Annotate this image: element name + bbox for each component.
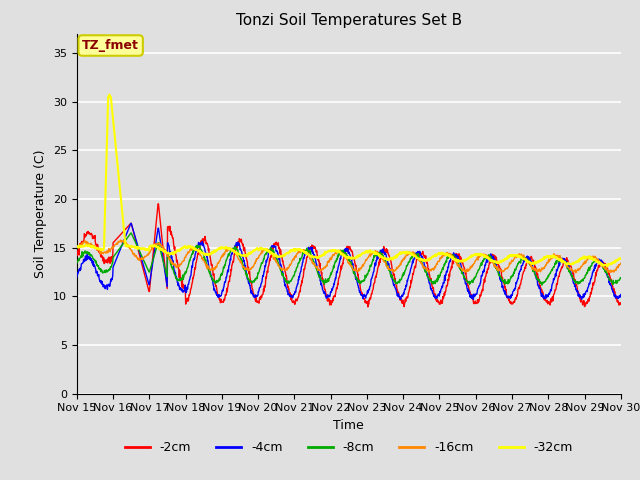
Legend: -2cm, -4cm, -8cm, -16cm, -32cm: -2cm, -4cm, -8cm, -16cm, -32cm <box>120 436 578 459</box>
Y-axis label: Soil Temperature (C): Soil Temperature (C) <box>35 149 47 278</box>
X-axis label: Time: Time <box>333 419 364 432</box>
Title: Tonzi Soil Temperatures Set B: Tonzi Soil Temperatures Set B <box>236 13 462 28</box>
Text: TZ_fmet: TZ_fmet <box>82 39 139 52</box>
